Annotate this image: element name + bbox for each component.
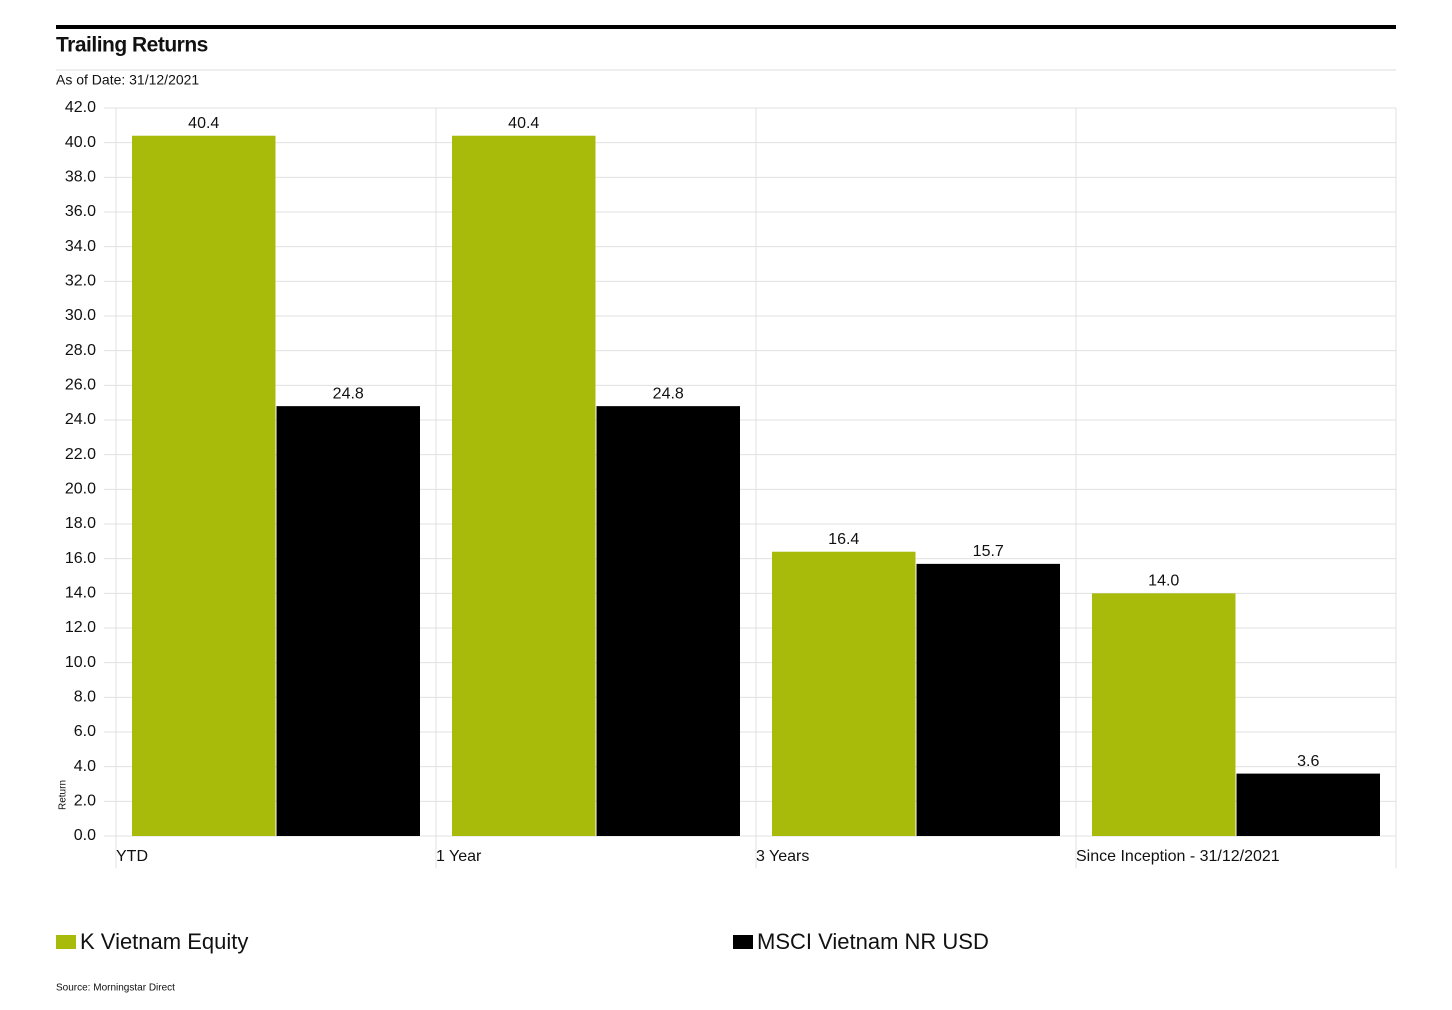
bar [596,406,740,836]
legend-swatch [733,935,753,949]
bar [772,551,916,836]
y-tick-label: 20.0 [65,481,96,498]
chart-subtitle: As of Date: 31/12/2021 [56,72,199,88]
value-label: 24.8 [653,385,684,402]
y-tick-label: 14.0 [65,585,96,602]
bar [1092,593,1236,836]
x-tick-label: 1 Year [436,848,482,865]
bar [916,563,1060,836]
y-tick-label: 4.0 [74,758,96,775]
top-rule [56,25,1396,29]
legend-label: MSCI Vietnam NR USD [757,929,989,954]
x-tick-label: YTD [116,848,148,865]
value-label: 40.4 [188,115,219,132]
y-tick-label: 40.0 [65,134,96,151]
y-tick-label: 22.0 [65,446,96,463]
y-tick-label: 30.0 [65,307,96,324]
y-tick-label: 2.0 [74,793,96,810]
y-tick-label: 16.0 [65,550,96,567]
x-tick-label: 3 Years [756,848,809,865]
value-label: 40.4 [508,115,539,132]
value-label: 24.8 [333,385,364,402]
value-label: 16.4 [828,531,859,548]
y-tick-label: 18.0 [65,515,96,532]
y-tick-label: 0.0 [74,827,96,844]
y-tick-label: 36.0 [65,203,96,220]
legend-swatch [56,935,76,949]
y-tick-label: 24.0 [65,411,96,428]
source: Source: Morningstar Direct [56,983,175,994]
value-label: 3.6 [1297,753,1319,770]
y-tick-label: 38.0 [65,169,96,186]
y-tick-label: 34.0 [65,238,96,255]
y-tick-label: 32.0 [65,273,96,290]
y-tick-label: 26.0 [65,377,96,394]
y-axis-label: Return [58,780,69,810]
legend-label: K Vietnam Equity [80,929,248,954]
y-tick-label: 10.0 [65,654,96,671]
chart-title: Trailing Returns [56,34,208,57]
x-tick-label: Since Inception - 31/12/2021 [1076,848,1280,865]
y-tick-label: 8.0 [74,689,96,706]
y-tick-label: 12.0 [65,619,96,636]
y-tick-label: 6.0 [74,723,96,740]
value-label: 14.0 [1148,573,1179,590]
bar [276,406,420,836]
bar [452,135,596,836]
value-label: 15.7 [973,543,1004,560]
bar [1236,773,1380,836]
y-tick-label: 28.0 [65,342,96,359]
y-tick-label: 42.0 [65,99,96,116]
bar [132,135,276,836]
